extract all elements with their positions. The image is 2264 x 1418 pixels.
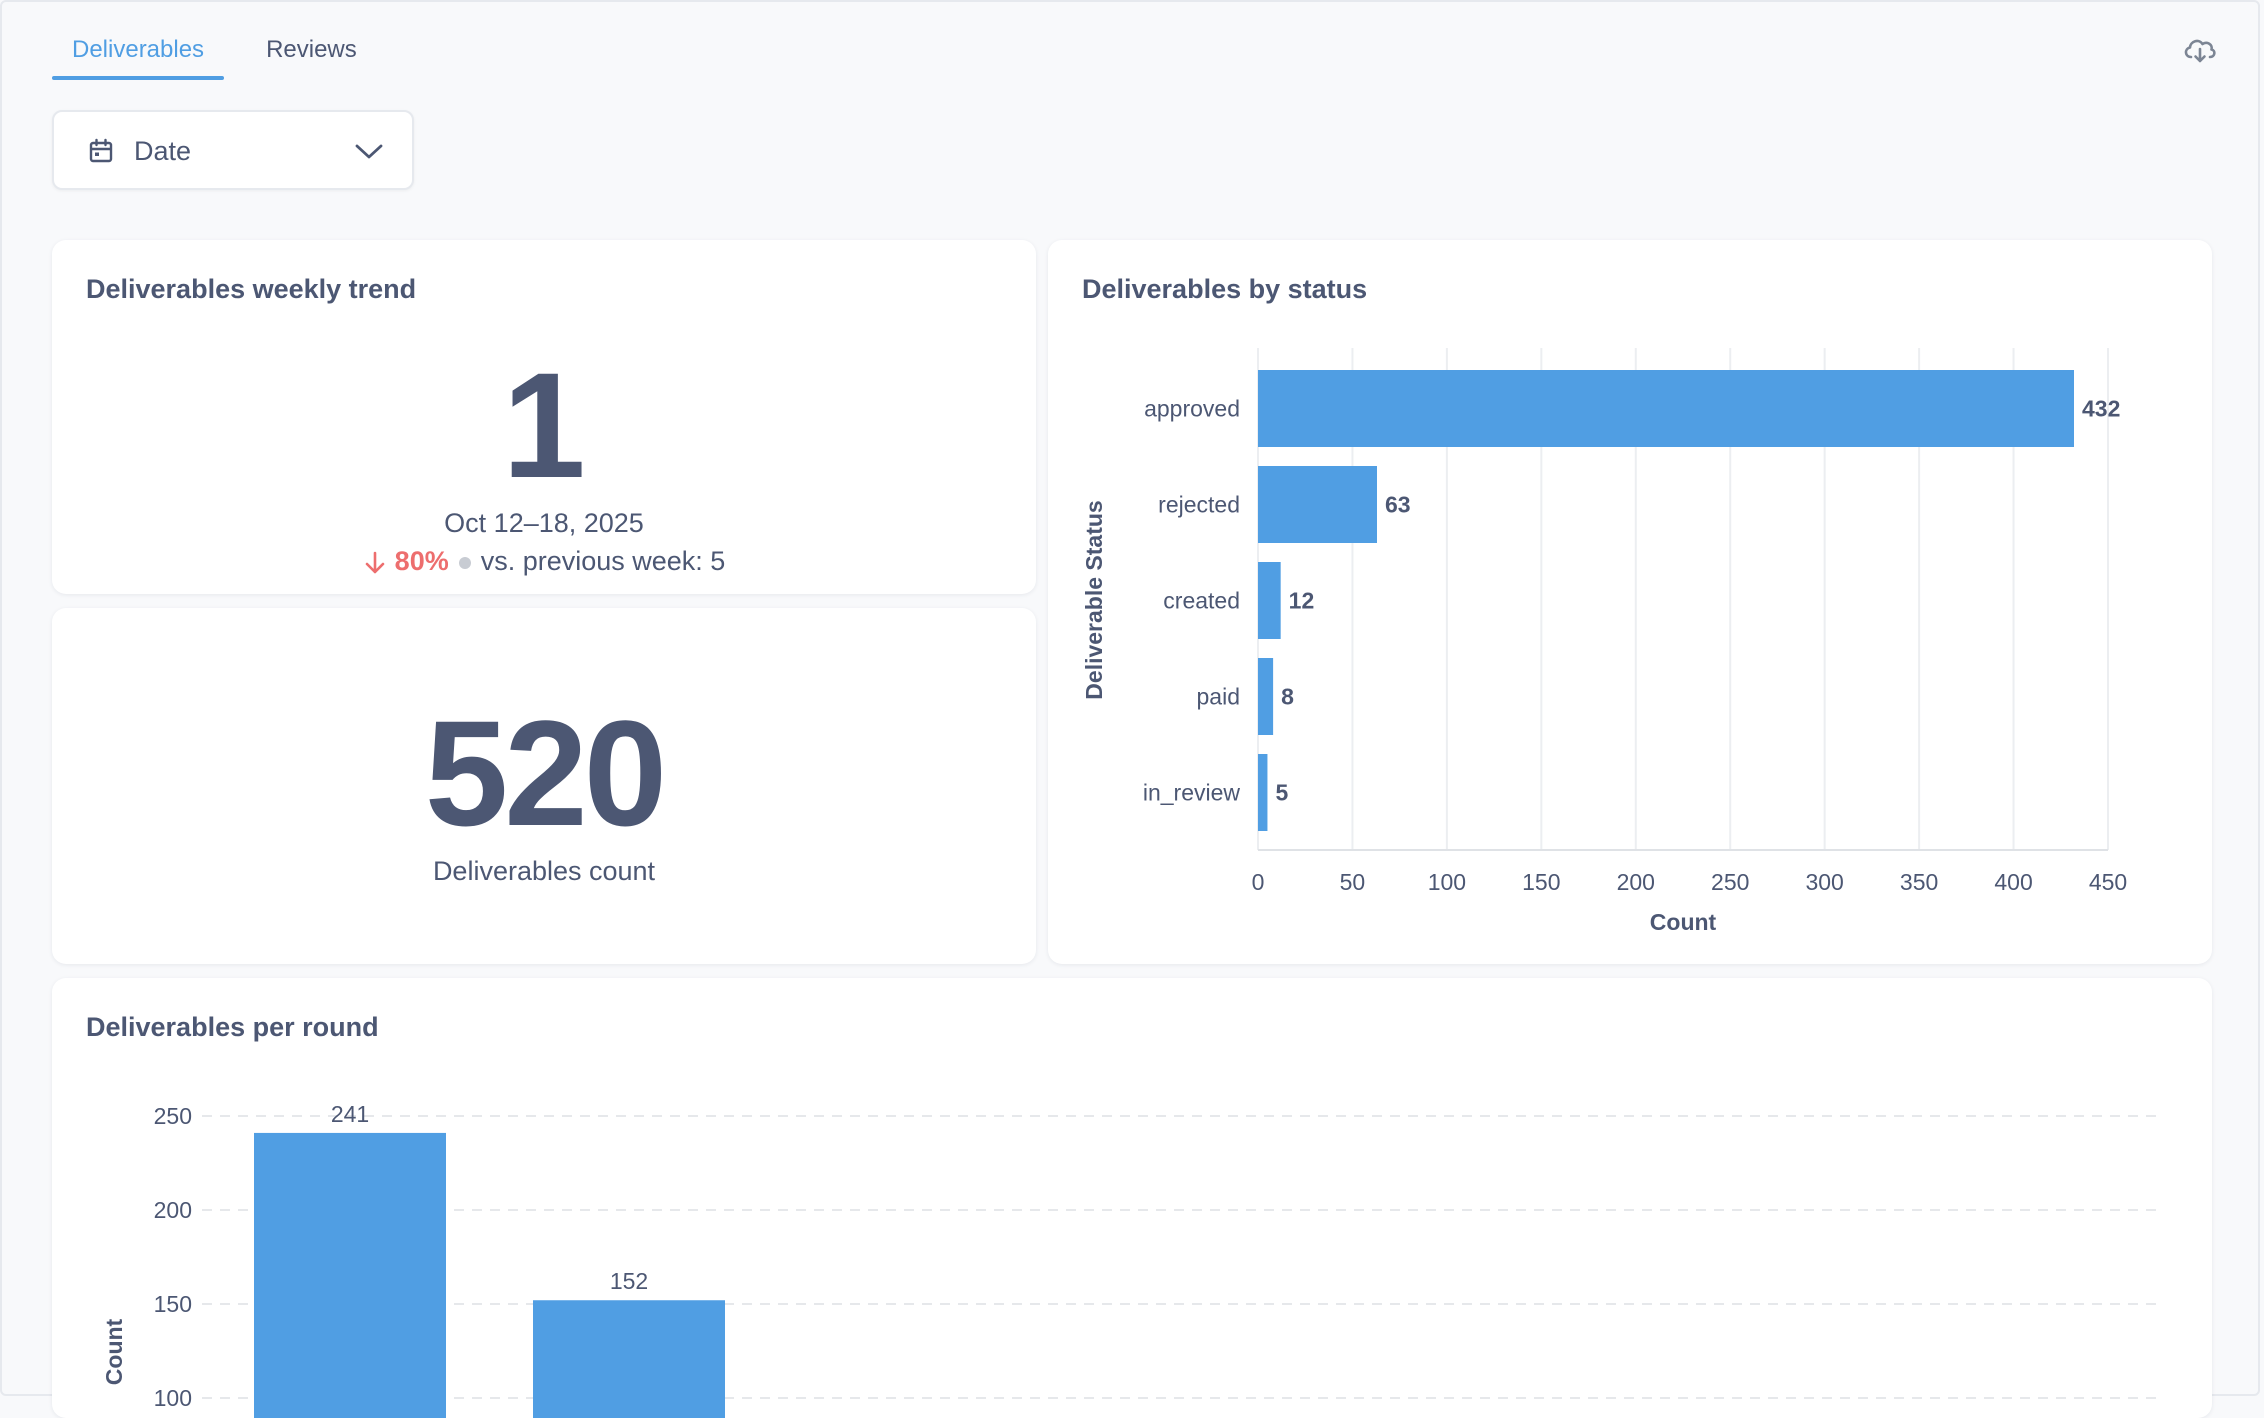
y-tick-label: in_review	[1143, 780, 1241, 806]
tab-deliverables[interactable]: Deliverables	[52, 0, 225, 80]
bar	[1258, 466, 1377, 543]
bar	[533, 1300, 725, 1418]
date-filter-dropdown[interactable]: Date	[52, 110, 414, 190]
x-axis-label: Count	[1650, 909, 1717, 935]
date-filter-label: Date	[134, 136, 192, 166]
x-tick-label: 300	[1805, 869, 1843, 895]
y-tick-label: 150	[154, 1291, 192, 1317]
weekly-trend-title: Deliverables weekly trend	[86, 274, 417, 304]
calendar-icon	[89, 138, 113, 163]
y-axis-label: Deliverable Status	[1081, 500, 1107, 699]
cloud-download-icon[interactable]	[2180, 30, 2220, 70]
x-tick-label: 350	[1900, 869, 1938, 895]
bar	[1258, 562, 1281, 639]
per-round-bar-chart: 100 150 200 250 241 152 Count	[101, 1101, 2164, 1418]
x-tick-label: 250	[1711, 869, 1749, 895]
change-percent: 80%	[394, 546, 449, 576]
bar	[1258, 658, 1274, 735]
weekly-trend-period: Oct 12–18, 2025	[444, 508, 644, 538]
data-label: 12	[1289, 588, 1315, 614]
weekly-trend-card: Deliverables weekly trend 1 Oct 12–18, 2…	[52, 240, 1036, 594]
y-tick-label: 200	[154, 1197, 192, 1223]
status-chart-card: Deliverables by status 0 50 100 150 200 250 30…	[1048, 240, 2212, 964]
y-tick-label: 250	[154, 1103, 192, 1129]
data-label: 241	[331, 1101, 369, 1127]
status-bar-chart: 0 50 100 150 200 250 300 350 400 450 approved 432 re…	[1081, 348, 2127, 935]
arrow-down-icon	[365, 551, 384, 574]
bar	[1258, 370, 2074, 447]
weekly-trend-value: 1	[502, 341, 586, 509]
data-label: 63	[1385, 492, 1411, 518]
y-tick-label: rejected	[1158, 492, 1240, 518]
weekly-trend-comparison: 80% vs. previous week: 5	[52, 546, 1036, 577]
x-tick-label: 400	[1994, 869, 2032, 895]
previous-week-text: vs. previous week: 5	[480, 546, 726, 576]
y-tick-label: created	[1163, 588, 1240, 614]
x-tick-label: 150	[1522, 869, 1560, 895]
data-label: 8	[1281, 684, 1294, 710]
y-tick-label: approved	[1144, 396, 1240, 422]
bar	[1258, 754, 1268, 831]
tab-reviews[interactable]: Reviews	[266, 36, 357, 63]
x-tick-label: 200	[1617, 869, 1655, 895]
per-round-chart-title: Deliverables per round	[86, 1012, 379, 1042]
per-round-chart-card: Deliverables per round 100 150 200 250 241 15…	[52, 978, 2212, 1418]
data-label: 152	[610, 1268, 648, 1294]
chevron-down-icon	[355, 144, 383, 159]
bar	[254, 1132, 446, 1418]
status-chart-title: Deliverables by status	[1082, 274, 1368, 304]
x-tick-label: 100	[1428, 869, 1466, 895]
x-tick-label: 0	[1252, 869, 1265, 895]
deliverables-count-value: 520	[424, 689, 667, 857]
y-tick-label: paid	[1197, 684, 1240, 710]
data-label: 5	[1275, 780, 1288, 806]
y-tick-label: 100	[154, 1385, 192, 1411]
separator-dot	[458, 556, 471, 569]
y-axis-label: Count	[101, 1318, 127, 1385]
data-label: 432	[2082, 396, 2120, 422]
x-tick-label: 450	[2089, 869, 2127, 895]
deliverables-count-label: Deliverables count	[432, 856, 656, 886]
tab-bar: Deliverables Reviews	[52, 0, 399, 80]
x-tick-label: 50	[1340, 869, 1366, 895]
deliverables-count-card: 520 Deliverables count	[52, 608, 1036, 964]
